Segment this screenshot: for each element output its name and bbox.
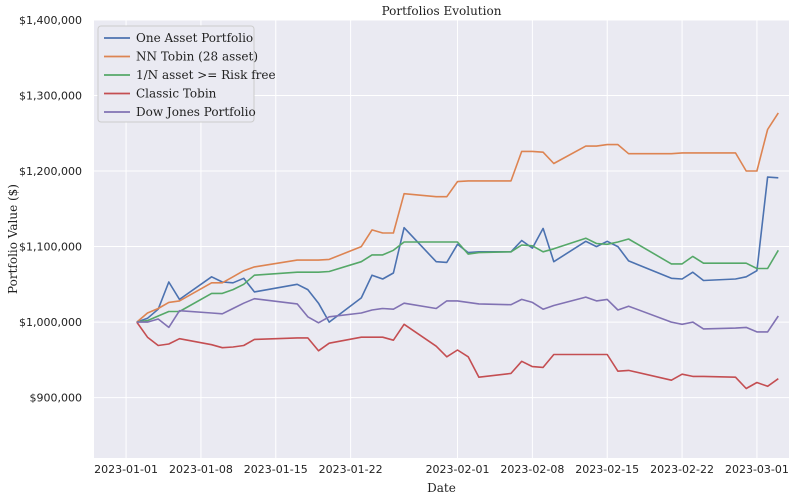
y-tick-label: $1,000,000 <box>19 316 82 329</box>
y-tick-label: $1,100,000 <box>19 241 82 254</box>
x-tick-label: 2023-01-08 <box>169 463 233 476</box>
x-tick-label: 2023-01-15 <box>244 463 308 476</box>
series-line-5 <box>136 296 779 333</box>
y-axis-label: Portfolio Value ($) <box>6 184 20 294</box>
legend-entry: NN Tobin (28 asset) <box>136 50 258 64</box>
y-tick-label: $1,200,000 <box>19 165 82 178</box>
legend: One Asset Portfolio NN Tobin (28 asset) 1/… <box>97 25 276 123</box>
legend-entry: Classic Tobin <box>136 87 217 101</box>
x-tick-label: 2023-02-22 <box>650 463 714 476</box>
series-line-3 <box>136 237 779 323</box>
x-axis-ticks: 2023-01-01 2023-01-08 2023-01-15 2023-01-22… <box>94 463 789 476</box>
series-line-4 <box>136 321 779 390</box>
x-tick-label: 2023-01-22 <box>319 463 383 476</box>
series-line-2 <box>136 112 779 323</box>
x-tick-label: 2023-03-01 <box>725 463 789 476</box>
x-tick-label: 2023-02-15 <box>575 463 639 476</box>
legend-entry: Dow Jones Portfolio <box>136 105 256 119</box>
y-tick-label: $1,400,000 <box>19 14 82 27</box>
x-tick-label: 2023-02-08 <box>500 463 564 476</box>
y-tick-label: $900,000 <box>30 392 83 405</box>
x-tick-label: 2023-01-01 <box>94 463 158 476</box>
y-tick-label: $1,300,000 <box>19 90 82 103</box>
y-axis-ticks: $900,000 $1,000,000 $1,100,000 $1,200,000 $1… <box>19 14 82 405</box>
legend-box <box>97 25 255 123</box>
series-layer <box>136 112 779 390</box>
chart-title: Portfolios Evolution <box>382 4 502 18</box>
legend-entry: 1/N asset >= Risk free <box>136 68 276 82</box>
x-tick-label: 2023-02-01 <box>426 463 490 476</box>
legend-entry: One Asset Portfolio <box>136 31 253 45</box>
x-axis-label: Date <box>427 481 456 495</box>
series-line-1 <box>136 176 779 323</box>
